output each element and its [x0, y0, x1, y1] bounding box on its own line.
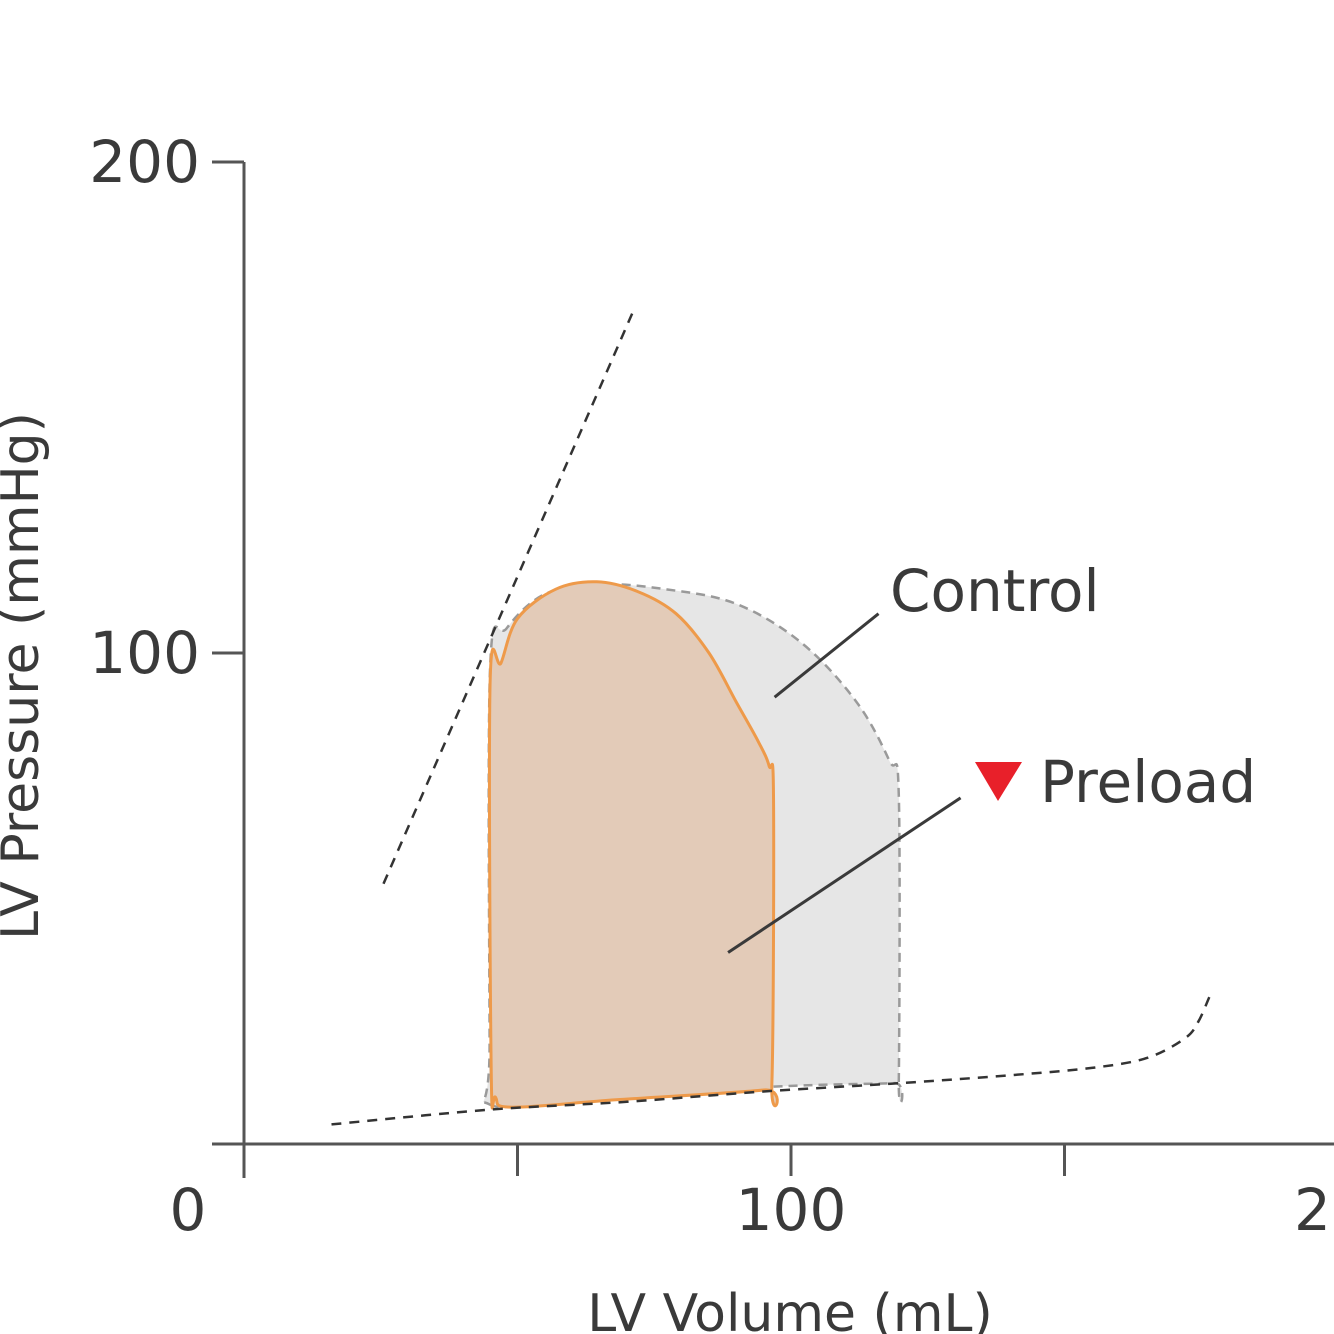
- x-axis-title: LV Volume (mL): [587, 1284, 993, 1334]
- preload-down-marker-icon: [975, 762, 1022, 801]
- x-tick-labels: 0 100 200: [170, 1176, 1334, 1244]
- y-tick-label: 200: [89, 128, 200, 196]
- x-ticks: [516, 1144, 1066, 1176]
- y-tick-label: 100: [89, 619, 200, 687]
- y-axis-title: LV Pressure (mmHg): [0, 412, 51, 940]
- control-label: Control: [890, 557, 1100, 625]
- edpvr-curve: [331, 991, 1214, 1126]
- control-pointer-line: [773, 612, 880, 699]
- preload-label: Preload: [1040, 748, 1256, 816]
- preload-loop: [487, 580, 779, 1110]
- espvr-line: [382, 306, 637, 885]
- x-tick-label: 100: [736, 1176, 847, 1244]
- preload-pointer-line: [727, 796, 962, 954]
- x-tick-label: 200: [1294, 1176, 1334, 1244]
- x-tick-label: 0: [170, 1176, 207, 1244]
- y-tick-labels: 100 200: [89, 128, 200, 687]
- y-ticks: [212, 160, 244, 655]
